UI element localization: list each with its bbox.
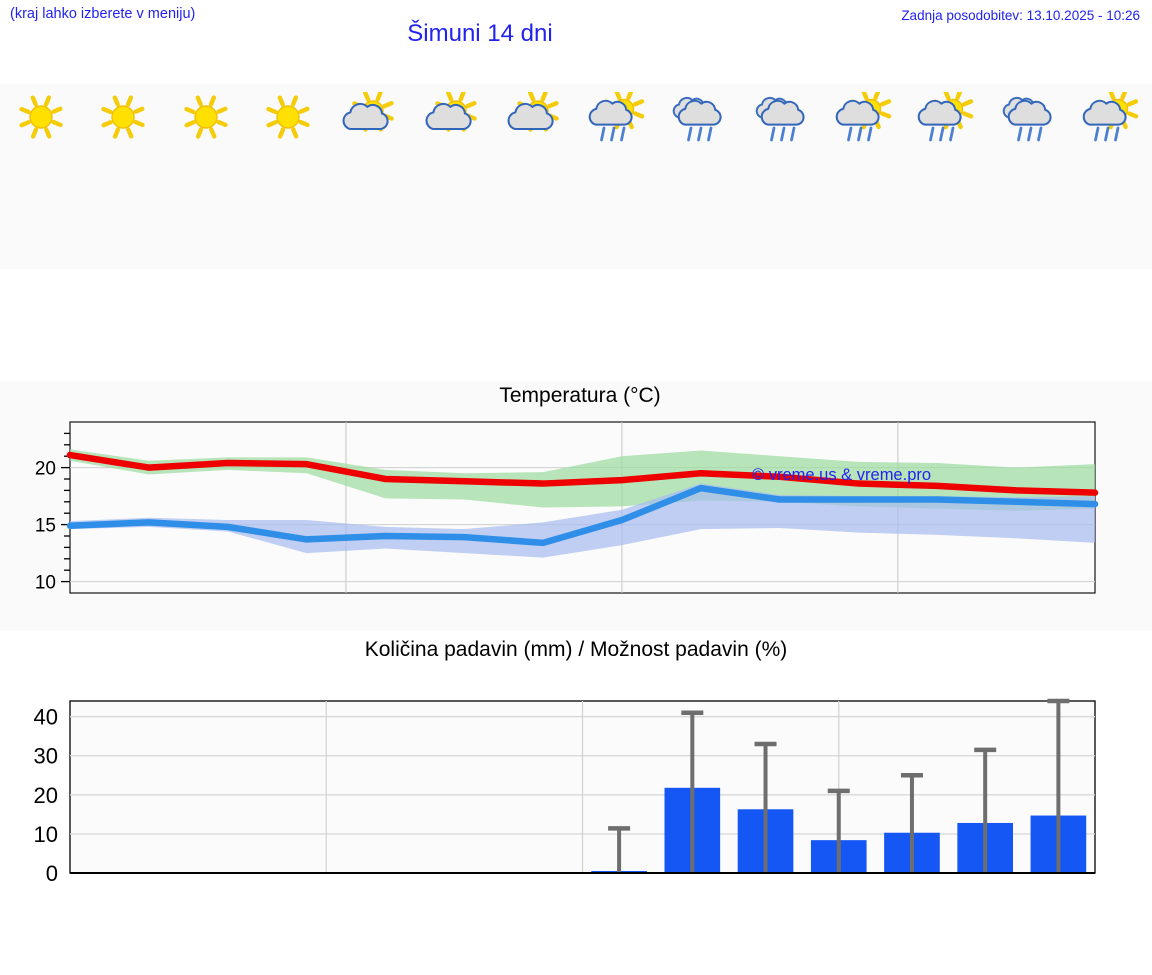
precipitation-y-tick-label: 10	[34, 822, 58, 847]
precipitation-chart-plot: 0 10 20 30 40	[0, 693, 1152, 898]
precipitation-probability-label	[823, 893, 905, 933]
precipitation-probability-label	[165, 893, 247, 933]
precipitation-probability-label	[494, 893, 576, 933]
precipitation-day-label	[987, 668, 1069, 694]
last-update-label: Zadnja posodobitev: 13.10.2025 - 10:26	[901, 8, 1140, 23]
precipitation-y-tick-label: 20	[34, 783, 58, 808]
precipitation-probability-label	[411, 893, 493, 933]
precipitation-day-label	[658, 668, 740, 694]
forecast-day-column[interactable]	[0, 84, 82, 269]
temperature-y-tick-label: 10	[35, 573, 56, 594]
precipitation-y-tick-label: 0	[46, 861, 58, 886]
temperature-chart-title: Temperatura (°C)	[499, 384, 661, 407]
precipitation-day-label	[905, 668, 987, 694]
precipitation-day-label	[165, 668, 247, 694]
forecast-day-column[interactable]	[1070, 84, 1152, 269]
page-title: Šimuni 14 dni	[407, 20, 553, 47]
precipitation-probability-label	[329, 893, 411, 933]
forecast-day-column[interactable]	[494, 84, 576, 269]
top-bar: (kraj lahko izberete v meniju) Šimuni 14…	[0, 0, 1152, 72]
cloud-rain-icon	[749, 92, 815, 144]
precipitation-probability-label	[576, 893, 658, 933]
forecast-day-column[interactable]	[329, 84, 411, 269]
precipitation-probability-label	[905, 893, 987, 933]
precipitation-svg: 0 10 20 30 40	[34, 698, 1096, 886]
forecast-day-column[interactable]	[165, 84, 247, 269]
sun-icon	[173, 92, 239, 144]
precipitation-day-label	[82, 668, 164, 694]
sun-cloud-rain-icon	[831, 92, 897, 144]
precipitation-probability-label	[658, 893, 740, 933]
temperature-max-line	[66, 451, 1099, 496]
sun-icon	[255, 92, 321, 144]
precipitation-probability-label	[741, 893, 823, 933]
sun-behind-cloud-icon	[420, 92, 486, 144]
forecast-strip	[0, 84, 1152, 269]
temperature-min-line	[66, 484, 1099, 547]
precipitation-day-labels	[0, 668, 1152, 694]
temperature-chart-section: Temperatura (°C) 10 15 20	[0, 381, 1152, 631]
precipitation-chart-section: Količina padavin (mm) / Možnost padavin …	[0, 638, 1152, 975]
precipitation-day-label	[823, 668, 905, 694]
precipitation-day-label	[741, 668, 823, 694]
sun-behind-cloud-icon	[502, 92, 568, 144]
cloud-rain-icon	[666, 92, 732, 144]
precipitation-probability-label	[1070, 893, 1152, 933]
forecast-day-column[interactable]	[247, 84, 329, 269]
forecast-day-column[interactable]	[987, 84, 1069, 269]
precipitation-chart-title: Količina padavin (mm) / Možnost padavin …	[364, 638, 788, 661]
forecast-day-column[interactable]	[576, 84, 658, 269]
forecast-day-column[interactable]	[658, 84, 740, 269]
precipitation-y-tick-label: 30	[34, 744, 58, 769]
sun-behind-cloud-icon	[337, 92, 403, 144]
precipitation-day-label	[247, 668, 329, 694]
precipitation-day-label	[494, 668, 576, 694]
cloud-rain-icon	[996, 92, 1062, 144]
precipitation-probability-label	[82, 893, 164, 933]
precipitation-probability-row	[0, 893, 1152, 933]
precipitation-probability-label	[987, 893, 1069, 933]
forecast-day-column[interactable]	[905, 84, 987, 269]
precipitation-day-label	[411, 668, 493, 694]
precipitation-y-tick-label: 40	[34, 705, 58, 730]
forecast-day-column[interactable]	[411, 84, 493, 269]
sun-icon	[8, 92, 74, 144]
copyright-watermark: © vreme.us & vreme.pro	[752, 466, 932, 484]
sun-cloud-rain-icon	[584, 92, 650, 144]
forecast-day-column[interactable]	[823, 84, 905, 269]
sun-cloud-rain-icon	[1078, 92, 1144, 144]
sun-icon	[90, 92, 156, 144]
precipitation-day-label	[1070, 668, 1152, 694]
precipitation-probability-label	[0, 893, 82, 933]
sun-cloud-rain-icon	[913, 92, 979, 144]
forecast-day-column[interactable]	[82, 84, 164, 269]
precipitation-probability-label	[247, 893, 329, 933]
precipitation-day-label	[576, 668, 658, 694]
forecast-day-column[interactable]	[741, 84, 823, 269]
temperature-chart-plot: 10 15 20	[0, 416, 1152, 631]
precipitation-day-label	[0, 668, 82, 694]
temperature-y-tick-label: 20	[35, 459, 56, 480]
temperature-svg: 10 15 20	[35, 421, 1099, 594]
menu-hint-text: (kraj lahko izberete v meniju)	[10, 6, 196, 22]
precipitation-day-label	[329, 668, 411, 694]
temperature-y-tick-label: 15	[35, 516, 56, 537]
